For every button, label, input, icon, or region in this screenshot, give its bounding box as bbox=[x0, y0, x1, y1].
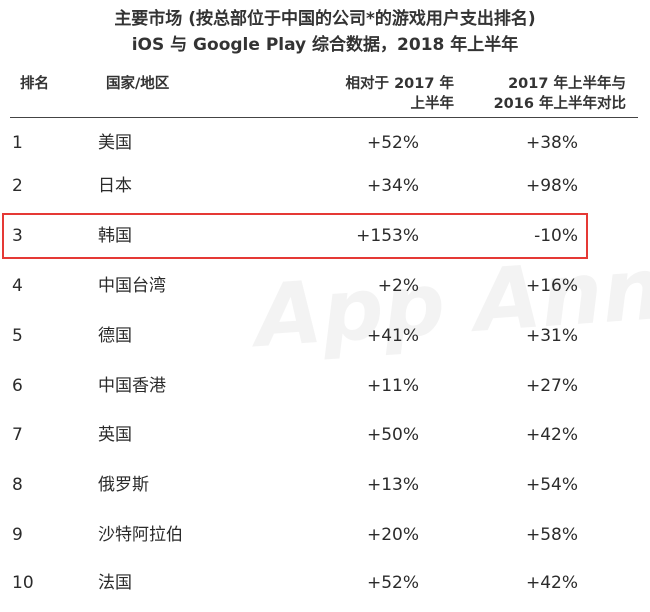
header-2017-vs-2016-line-2: 2016 年上半年对比 bbox=[493, 96, 626, 112]
cell-2017-vs-2016: +27% bbox=[525, 376, 578, 396]
cell-rank: 9 bbox=[12, 525, 23, 545]
cell-vs-2017: +11% bbox=[366, 376, 419, 396]
cell-vs-2017: +2% bbox=[377, 276, 419, 296]
cell-2017-vs-2016: -10% bbox=[534, 226, 578, 246]
table-row: 4 中国台湾 +2% +16% bbox=[0, 261, 650, 311]
cell-2017-vs-2016: +98% bbox=[525, 176, 578, 196]
cell-2017-vs-2016: +42% bbox=[525, 425, 578, 445]
title-line-2: iOS 与 Google Play 综合数据，2018 年上半年 bbox=[131, 35, 519, 55]
table-header: 排名 国家/地区 相对于 2017 年 上半年 2017 年上半年与 2016 … bbox=[0, 72, 650, 120]
cell-region: 英国 bbox=[98, 425, 132, 445]
cell-2017-vs-2016: +16% bbox=[525, 276, 578, 296]
cell-2017-vs-2016: +38% bbox=[525, 133, 578, 153]
cell-region: 俄罗斯 bbox=[98, 475, 149, 495]
table-row: 10 法国 +52% +42% bbox=[0, 558, 650, 608]
cell-rank: 2 bbox=[12, 176, 23, 196]
cell-vs-2017: +20% bbox=[366, 525, 419, 545]
cell-region: 法国 bbox=[98, 573, 132, 593]
cell-rank: 8 bbox=[12, 475, 23, 495]
cell-2017-vs-2016: +58% bbox=[525, 525, 578, 545]
cell-vs-2017: +52% bbox=[366, 573, 419, 593]
cell-rank: 10 bbox=[12, 573, 34, 593]
highlight-box bbox=[2, 213, 588, 259]
cell-region: 韩国 bbox=[98, 226, 132, 246]
table-row: 2 日本 +34% +98% bbox=[0, 161, 650, 211]
cell-vs-2017: +50% bbox=[366, 425, 419, 445]
cell-region: 中国台湾 bbox=[98, 276, 166, 296]
table-row: 1 美国 +52% +38% bbox=[0, 118, 650, 168]
cell-vs-2017: +34% bbox=[366, 176, 419, 196]
cell-region: 日本 bbox=[98, 176, 132, 196]
title-line-1: 主要市场 (按总部位于中国的公司*的游戏用户支出排名) bbox=[114, 9, 536, 29]
cell-rank: 4 bbox=[12, 276, 23, 296]
cell-2017-vs-2016: +42% bbox=[525, 573, 578, 593]
cell-region: 德国 bbox=[98, 326, 132, 346]
cell-rank: 3 bbox=[12, 226, 23, 246]
page-title: 主要市场 (按总部位于中国的公司*的游戏用户支出排名) iOS 与 Google… bbox=[0, 6, 650, 58]
cell-region: 沙特阿拉伯 bbox=[98, 525, 183, 545]
cell-2017-vs-2016: +54% bbox=[525, 475, 578, 495]
cell-region: 中国香港 bbox=[98, 376, 166, 396]
cell-vs-2017: +153% bbox=[356, 226, 419, 246]
table-row: 3 韩国 +153% -10% bbox=[0, 211, 650, 261]
header-rank: 排名 bbox=[20, 76, 49, 92]
cell-region: 美国 bbox=[98, 133, 132, 153]
table-row: 9 沙特阿拉伯 +20% +58% bbox=[0, 510, 650, 560]
cell-vs-2017: +41% bbox=[366, 326, 419, 346]
header-2017-vs-2016-line-1: 2017 年上半年与 bbox=[508, 76, 626, 92]
cell-2017-vs-2016: +31% bbox=[525, 326, 578, 346]
table-row: 8 俄罗斯 +13% +54% bbox=[0, 460, 650, 510]
cell-vs-2017: +13% bbox=[366, 475, 419, 495]
header-vs-2017-line-1: 相对于 2017 年 bbox=[345, 76, 454, 92]
header-2017-vs-2016: 2017 年上半年与 2016 年上半年对比 bbox=[470, 74, 626, 114]
header-vs-2017: 相对于 2017 年 上半年 bbox=[336, 74, 454, 114]
cell-rank: 5 bbox=[12, 326, 23, 346]
table-row: 5 德国 +41% +31% bbox=[0, 311, 650, 361]
table-row: 7 英国 +50% +42% bbox=[0, 410, 650, 460]
cell-vs-2017: +52% bbox=[366, 133, 419, 153]
table-row: 6 中国香港 +11% +27% bbox=[0, 361, 650, 411]
cell-rank: 1 bbox=[12, 133, 23, 153]
header-vs-2017-line-2: 上半年 bbox=[410, 96, 455, 112]
cell-rank: 6 bbox=[12, 376, 23, 396]
header-divider bbox=[10, 117, 638, 118]
header-region: 国家/地区 bbox=[106, 76, 170, 92]
cell-rank: 7 bbox=[12, 425, 23, 445]
